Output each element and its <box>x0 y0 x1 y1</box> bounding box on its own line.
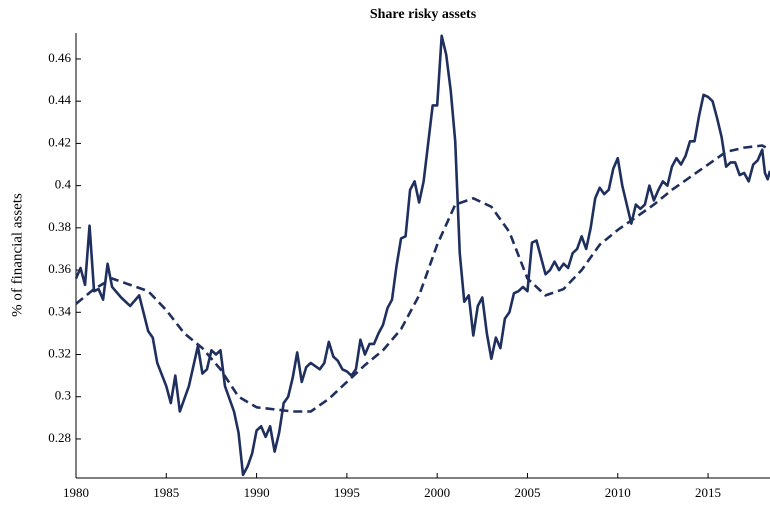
x-tick-label: 1990 <box>244 485 270 500</box>
y-tick-label: 0.34 <box>48 303 71 318</box>
y-axis-label: % of financial assets <box>9 193 25 317</box>
chart-title: Share risky assets <box>370 7 477 22</box>
y-tick-label: 0.44 <box>48 92 71 107</box>
x-tick-label: 2005 <box>514 485 540 500</box>
x-tick-label: 2015 <box>695 485 721 500</box>
y-tick-label: 0.32 <box>48 345 71 360</box>
y-tick-label: 0.3 <box>55 388 71 403</box>
x-tick-label: 1985 <box>153 485 179 500</box>
x-tick-label: 2000 <box>424 485 450 500</box>
series-line <box>75 144 770 413</box>
x-tick-label: 1980 <box>63 485 89 500</box>
x-tick-label: 1995 <box>334 485 360 500</box>
y-tick-label: 0.28 <box>48 430 71 445</box>
y-tick-label: 0.38 <box>48 219 71 234</box>
y-tick-label: 0.4 <box>55 177 72 192</box>
y-tick-label: 0.46 <box>48 50 71 65</box>
series-line <box>74 34 770 477</box>
x-tick-label: 2010 <box>605 485 631 500</box>
y-tick-label: 0.42 <box>48 134 71 149</box>
y-tick-label: 0.36 <box>48 261 71 276</box>
